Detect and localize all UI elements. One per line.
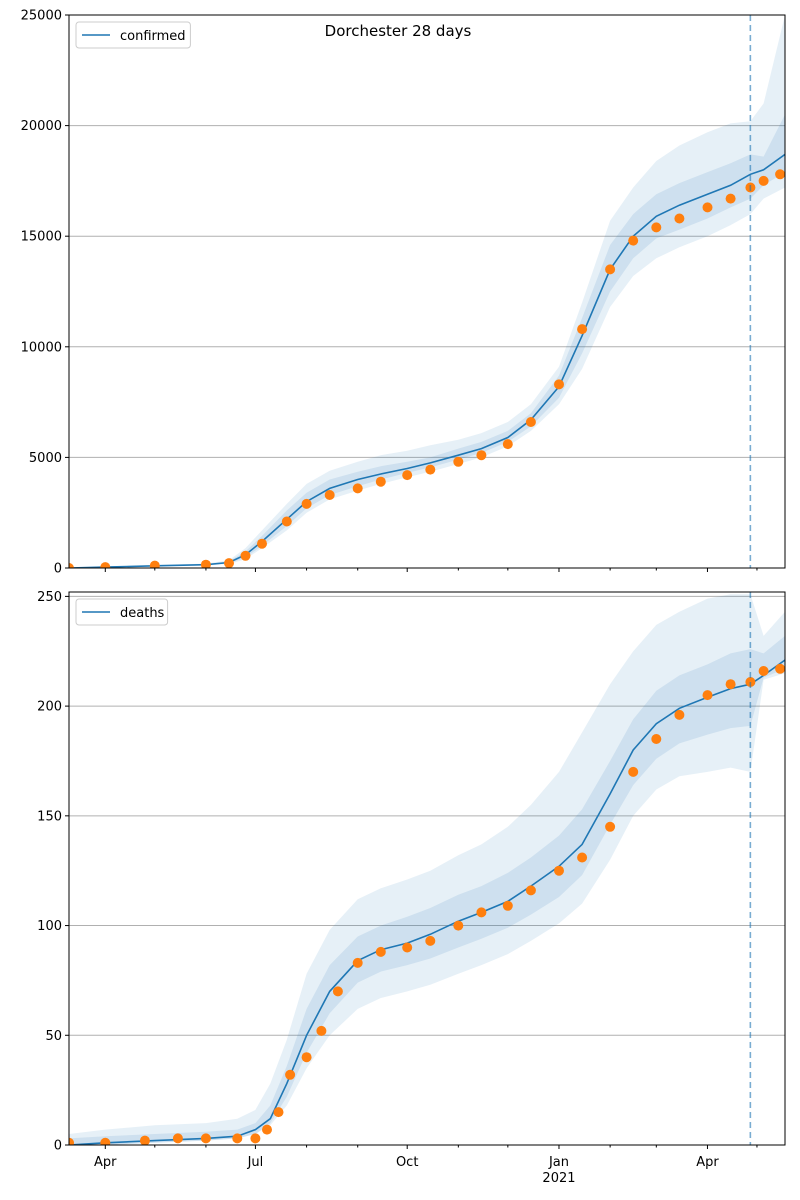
y-tick-label: 250 <box>37 590 62 605</box>
uncertainty-band <box>69 635 785 1145</box>
observed-point <box>702 202 713 213</box>
observed-point <box>232 1133 243 1144</box>
observed-point <box>200 559 211 568</box>
observed-point <box>502 900 513 911</box>
observed-point <box>69 1137 74 1145</box>
legend-label: confirmed <box>120 29 186 44</box>
legend-label: deaths <box>120 606 165 621</box>
x-tick-sublabel: 2021 <box>542 1171 575 1186</box>
observed-point <box>758 666 769 676</box>
observed-point <box>651 222 662 233</box>
observed-point <box>651 734 662 744</box>
observed-point <box>316 1025 327 1036</box>
observed-point <box>352 957 363 968</box>
y-tick-label: 0 <box>54 1139 62 1154</box>
observed-point <box>262 1124 272 1135</box>
observed-point <box>605 264 616 275</box>
y-tick-label: 0 <box>54 562 62 577</box>
observed-point <box>402 470 413 481</box>
observed-point <box>775 169 785 180</box>
x-tick-label: Jan <box>548 1155 569 1170</box>
observed-point <box>273 1107 284 1118</box>
plot-area-deaths <box>69 594 785 1145</box>
observed-point <box>240 550 251 561</box>
uncertainty-band <box>69 594 785 1145</box>
observed-point <box>725 193 736 204</box>
observed-point <box>375 946 386 957</box>
observed-point <box>250 1133 261 1144</box>
x-tick-label: Apr <box>94 1155 117 1170</box>
observed-point <box>577 852 588 863</box>
uncertainty-band <box>69 15 785 568</box>
observed-point <box>628 235 639 246</box>
legend-confirmed: confirmed <box>75 21 191 49</box>
observed-point <box>502 439 513 450</box>
model-line-confirmed <box>69 153 785 568</box>
observed-point <box>525 417 536 427</box>
axes-frame <box>68 14 786 569</box>
observed-point <box>332 986 343 997</box>
chart-panel-confirmed: 0 5000 10000 15000 20000 25000 confirmed <box>21 9 786 577</box>
y-tick-label: 200 <box>37 700 62 715</box>
x-tick-label: Jul <box>247 1155 264 1170</box>
observed-point <box>224 558 234 568</box>
observed-point <box>200 1133 211 1144</box>
y-tick-label: 150 <box>37 809 62 824</box>
observed-point <box>758 175 769 186</box>
observed-point <box>628 766 639 777</box>
observed-point <box>476 450 487 461</box>
observed-point <box>674 709 685 720</box>
legend-deaths: deaths <box>75 598 169 626</box>
observed-point <box>375 476 386 487</box>
y-tick-label: 5000 <box>29 451 62 466</box>
observed-point <box>100 1137 111 1145</box>
y-tick-label: 25000 <box>21 9 62 24</box>
observed-point <box>69 563 74 568</box>
x-tick-label: Oct <box>396 1155 418 1170</box>
observed-point <box>281 516 292 527</box>
y-tick-label: 50 <box>45 1029 62 1044</box>
observed-point <box>674 213 685 224</box>
y-tick-label: 100 <box>37 919 62 934</box>
observed-point <box>149 560 160 568</box>
observed-point <box>425 464 436 475</box>
observed-point <box>257 538 267 549</box>
figure-title: Dorchester 28 days <box>325 22 472 40</box>
y-tick-label: 20000 <box>21 119 62 134</box>
observed-point <box>605 821 616 832</box>
y-tick-label: 15000 <box>21 230 62 245</box>
observed-point <box>476 907 487 918</box>
x-tick-label: Apr <box>696 1155 719 1170</box>
observed-point <box>301 498 312 509</box>
plot-area-confirmed <box>69 15 785 568</box>
observed-point <box>402 942 413 953</box>
observed-point <box>453 920 464 931</box>
axes-frame <box>68 591 786 1146</box>
observed-point <box>324 490 335 500</box>
y-tick-label: 10000 <box>21 340 62 355</box>
observed-point <box>285 1069 296 1080</box>
observed-point <box>100 562 111 568</box>
observed-point <box>352 483 363 494</box>
observed-point <box>725 679 736 690</box>
legend-box <box>75 598 169 626</box>
observed-point <box>301 1052 312 1063</box>
observed-point <box>425 935 436 946</box>
observed-point <box>139 1135 150 1145</box>
observed-point <box>702 690 713 701</box>
observed-point <box>577 324 588 335</box>
observed-point <box>554 865 564 876</box>
observed-point <box>172 1133 183 1144</box>
observed-point <box>554 379 564 390</box>
observed-point <box>453 456 464 467</box>
legend-box <box>75 21 191 49</box>
observed-point <box>775 663 785 674</box>
observed-point <box>525 885 536 896</box>
